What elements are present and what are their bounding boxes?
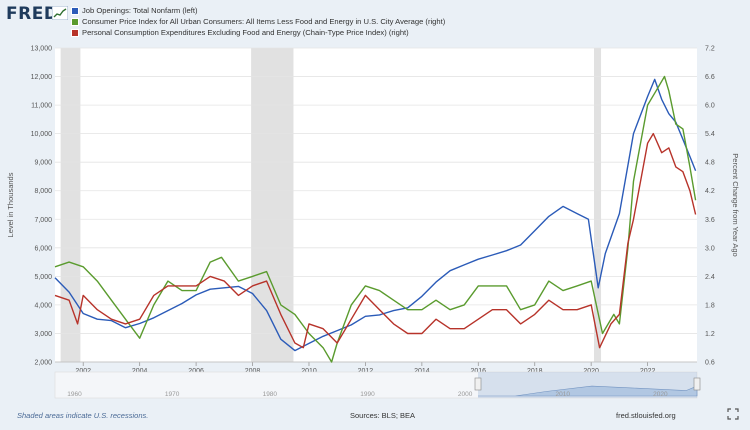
navigator-tick-label: 1960 [67,391,82,398]
y-left-tick-label: 8,000 [34,188,52,195]
x-tick-label: 2014 [414,368,430,375]
logo-chart-icon [52,6,68,20]
fullscreen-icon[interactable] [727,408,739,420]
x-tick-label: 2018 [527,368,543,375]
series-line-0 [54,78,697,352]
y-left-axis-label: Level in Thousands [6,172,15,237]
logo-text: FRED [6,4,59,24]
x-tick-label: 2020 [583,368,599,375]
y-right-tick-label: 5.4 [705,131,715,138]
recession-band [60,48,81,362]
navigator-handle-right [693,377,701,391]
y-right-tick-label: 3.6 [705,217,715,224]
legend-swatch [71,6,79,15]
y-right-tick-label: 7.2 [705,46,715,53]
recession-band [251,48,294,362]
legend-swatch [71,17,79,26]
y-left-tick-label: 11,000 [31,103,52,110]
y-left-tick-label: 12,000 [31,74,53,81]
site-link[interactable]: fred.stlouisfed.org [616,411,676,420]
y-right-tick-label: 4.2 [705,188,715,195]
x-tick-label: 2004 [132,368,148,375]
legend-item-pce[interactable]: Personal Consumption Expenditures Exclud… [71,27,445,38]
legend-label: Consumer Price Index for All Urban Consu… [82,17,446,26]
navigator-tick-label: 1980 [263,391,278,398]
y-right-tick-label: 1.8 [705,302,715,309]
legend-label: Job Openings: Total Nonfarm (left) [82,6,198,15]
legend-swatch [71,28,79,37]
navigator-tick-label: 2000 [458,391,473,398]
legend-item-job-openings[interactable]: Job Openings: Total Nonfarm (left) [71,5,445,16]
navigator-tick-label: 1970 [165,391,180,398]
y-right-tick-label: 6.0 [705,103,715,110]
y-left-tick-label: 6,000 [34,245,52,252]
navigator-tick-label: 1990 [360,391,375,398]
y-right-tick-label: 1.2 [705,331,715,338]
legend: Job Openings: Total Nonfarm (left) Consu… [71,5,445,38]
x-tick-label: 2008 [245,368,261,375]
navigator-tick-label: 2020 [653,391,668,398]
series-line-1 [54,75,697,363]
y-left-tick-label: 5,000 [34,274,52,281]
legend-label: Personal Consumption Expenditures Exclud… [82,28,409,37]
x-tick-label: 2016 [471,368,487,375]
y-left-tick-label: 7,000 [34,217,52,224]
y-right-axis-label: Percent Change from Year Ago [731,153,740,256]
y-left-tick-label: 9,000 [34,160,52,167]
y-left-tick-label: 2,000 [34,360,52,367]
fred-logo[interactable]: FRED [6,4,58,24]
y-right-tick-label: 6.6 [705,74,715,81]
y-left-tick-label: 10,000 [31,131,53,138]
navigator-tick-label: 2010 [556,391,571,398]
x-tick-label: 2012 [358,368,374,375]
y-right-tick-label: 3.0 [705,245,715,252]
x-tick-label: 2002 [75,368,91,375]
y-left-tick-label: 13,000 [31,46,53,53]
x-tick-label: 2010 [301,368,317,375]
y-right-tick-label: 0.6 [705,360,715,367]
y-left-tick-label: 3,000 [34,331,52,338]
x-tick-label: 2006 [188,368,204,375]
legend-item-cpi[interactable]: Consumer Price Index for All Urban Consu… [71,16,445,27]
x-tick-label: 2022 [640,368,656,375]
y-right-tick-label: 2.4 [705,274,715,281]
sources-text: Sources: BLS; BEA [350,411,416,420]
recession-note: Shaded areas indicate U.S. recessions. [17,411,149,420]
plot-area [55,48,697,362]
y-right-tick-label: 4.8 [705,160,715,167]
series-line-2 [54,132,697,349]
navigator-handle-left [474,377,482,391]
navigator-selection [478,372,697,398]
y-left-tick-label: 4,000 [34,302,52,309]
recession-band [593,48,602,362]
